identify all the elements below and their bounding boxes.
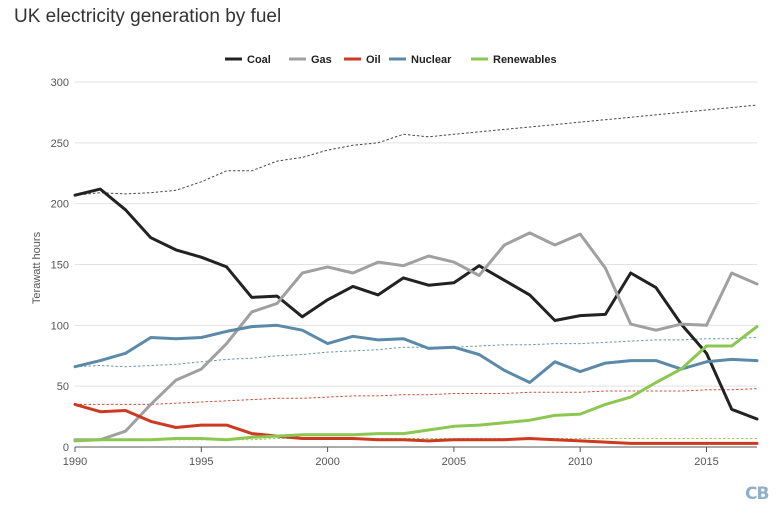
legend-label-renewables: Renewables — [493, 54, 557, 66]
y-tick-label: 150 — [51, 260, 69, 272]
gridlines — [75, 81, 757, 387]
reference-lines — [74, 104, 758, 441]
y-tick-label: 250 — [51, 138, 69, 150]
x-tick-label: 2010 — [568, 456, 592, 468]
series-line-coal — [73, 187, 759, 421]
reference-line-oil-trend — [75, 388, 758, 405]
series-line-nuclear — [73, 323, 759, 384]
x-tick-label: 2000 — [315, 456, 339, 468]
chart-title: UK electricity generation by fuel — [14, 6, 282, 27]
axes: 0 50 100 150 200 250 300 1990 1995 2000 2005 2010 20… — [51, 77, 757, 468]
carbon-brief-logo: CB — [745, 484, 769, 504]
y-tick-label: 50 — [57, 381, 69, 393]
y-tick-label: 300 — [51, 77, 69, 89]
legend-label-nuclear: Nuclear — [411, 54, 452, 66]
y-tick-label: 200 — [51, 199, 69, 211]
x-tick-label: 2015 — [694, 456, 718, 468]
x-tick-label: 2005 — [442, 456, 466, 468]
reference-line-nuclear-trend — [74, 337, 758, 368]
series-line-renewables — [73, 325, 759, 443]
legend: Coal Gas Oil Nuclear Renewables — [225, 54, 557, 66]
y-axis-title: Terawatt hours — [31, 231, 43, 304]
series-line-oil — [73, 402, 759, 445]
x-tick-label: 1990 — [63, 456, 87, 468]
legend-label-gas: Gas — [311, 54, 332, 66]
legend-label-oil: Oil — [366, 54, 381, 66]
y-tick-label: 0 — [63, 442, 69, 454]
y-tick-label: 100 — [51, 320, 69, 332]
reference-line-total — [74, 104, 758, 196]
series-line-gas — [73, 231, 759, 442]
legend-label-coal: Coal — [247, 54, 271, 66]
x-tick-label: 1995 — [189, 456, 213, 468]
series-lines — [73, 187, 759, 445]
